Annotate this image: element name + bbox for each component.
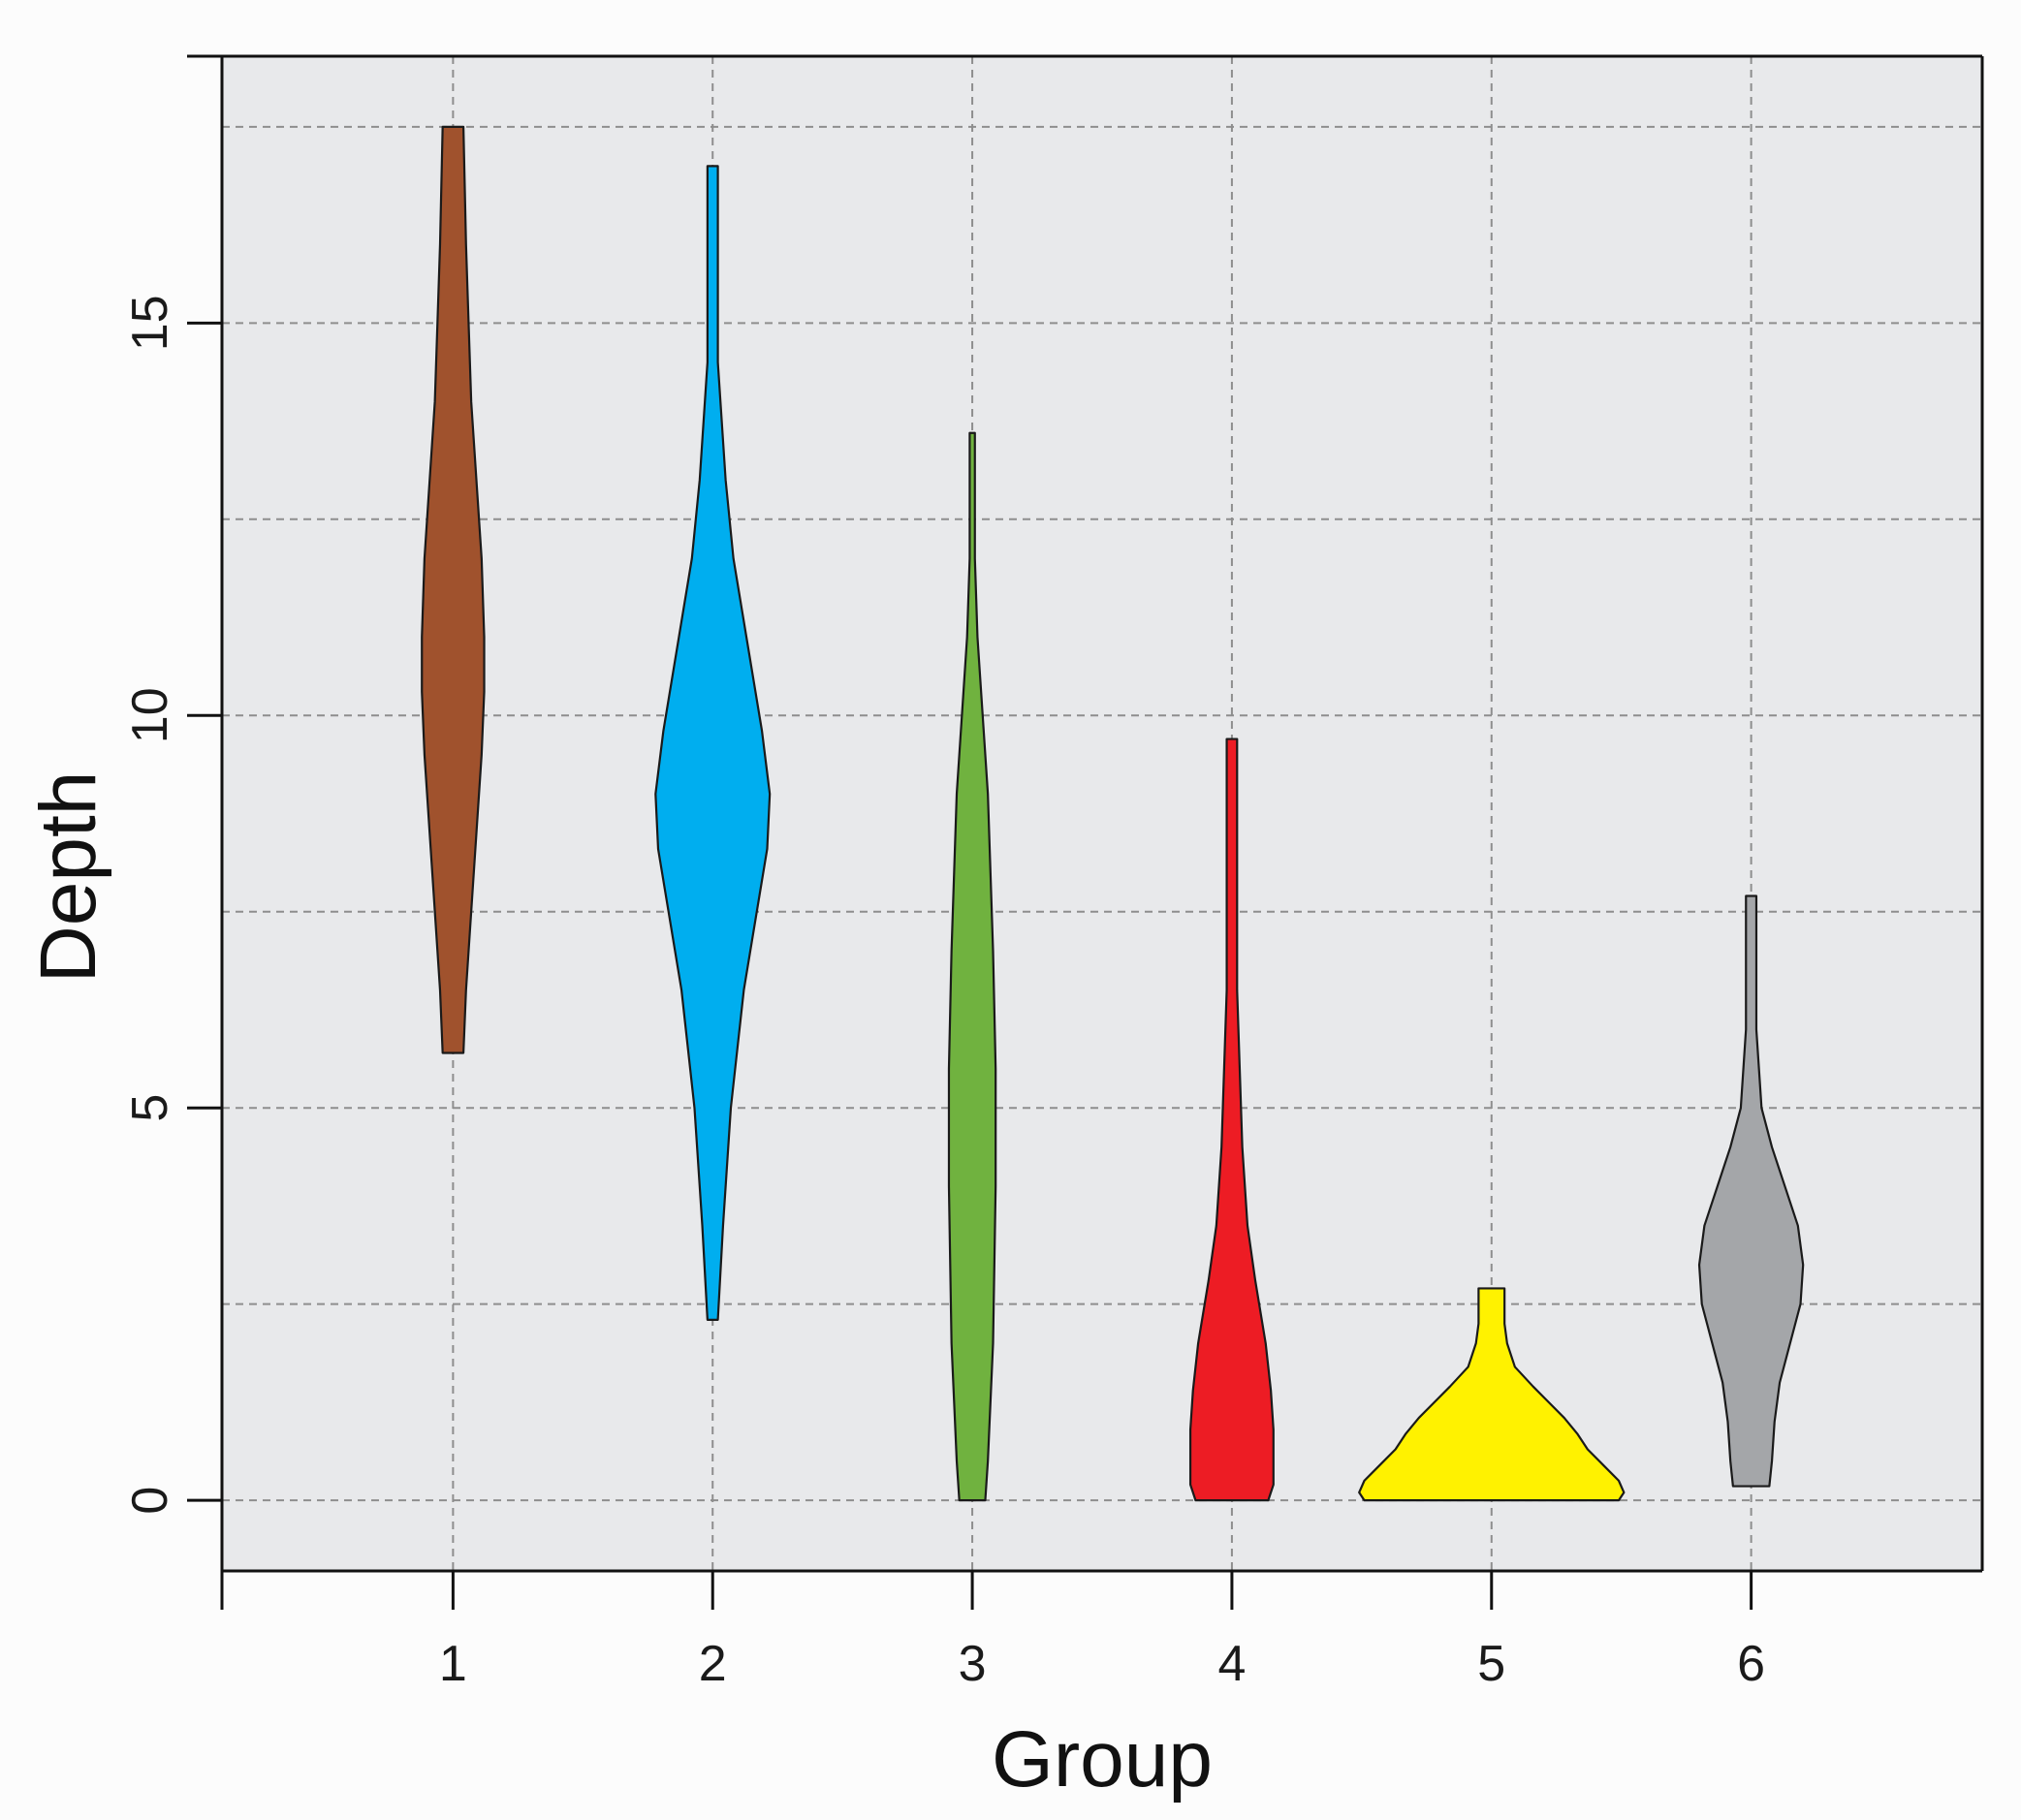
y-tick-label: 15 [122,295,178,351]
plot-background [222,56,1982,1571]
x-tick-label: 5 [1477,1636,1505,1692]
violin-layer [421,125,1805,1502]
violin-group-3 [947,431,997,1502]
y-tick-label: 0 [122,1487,178,1515]
x-tick-label: 1 [439,1636,467,1692]
x-tick-label: 4 [1217,1636,1246,1692]
y-axis-title: Depth [24,771,112,984]
axis-layer: 0 5 10 15 1 2 3 4 5 6 [122,295,1765,1692]
violin-group-1 [421,125,486,1054]
violin-group-5 [1358,1287,1626,1502]
violin-group-2 [654,165,772,1321]
y-tick-label: 10 [122,687,178,743]
y-tick-label: 5 [122,1094,178,1122]
violin-group-4 [1188,737,1275,1502]
x-tick-label: 3 [959,1636,987,1692]
x-axis-title: Group [992,1715,1213,1804]
violin-group-6 [1697,894,1805,1488]
x-tick-label: 6 [1737,1636,1765,1692]
x-tick-label: 2 [699,1636,727,1692]
